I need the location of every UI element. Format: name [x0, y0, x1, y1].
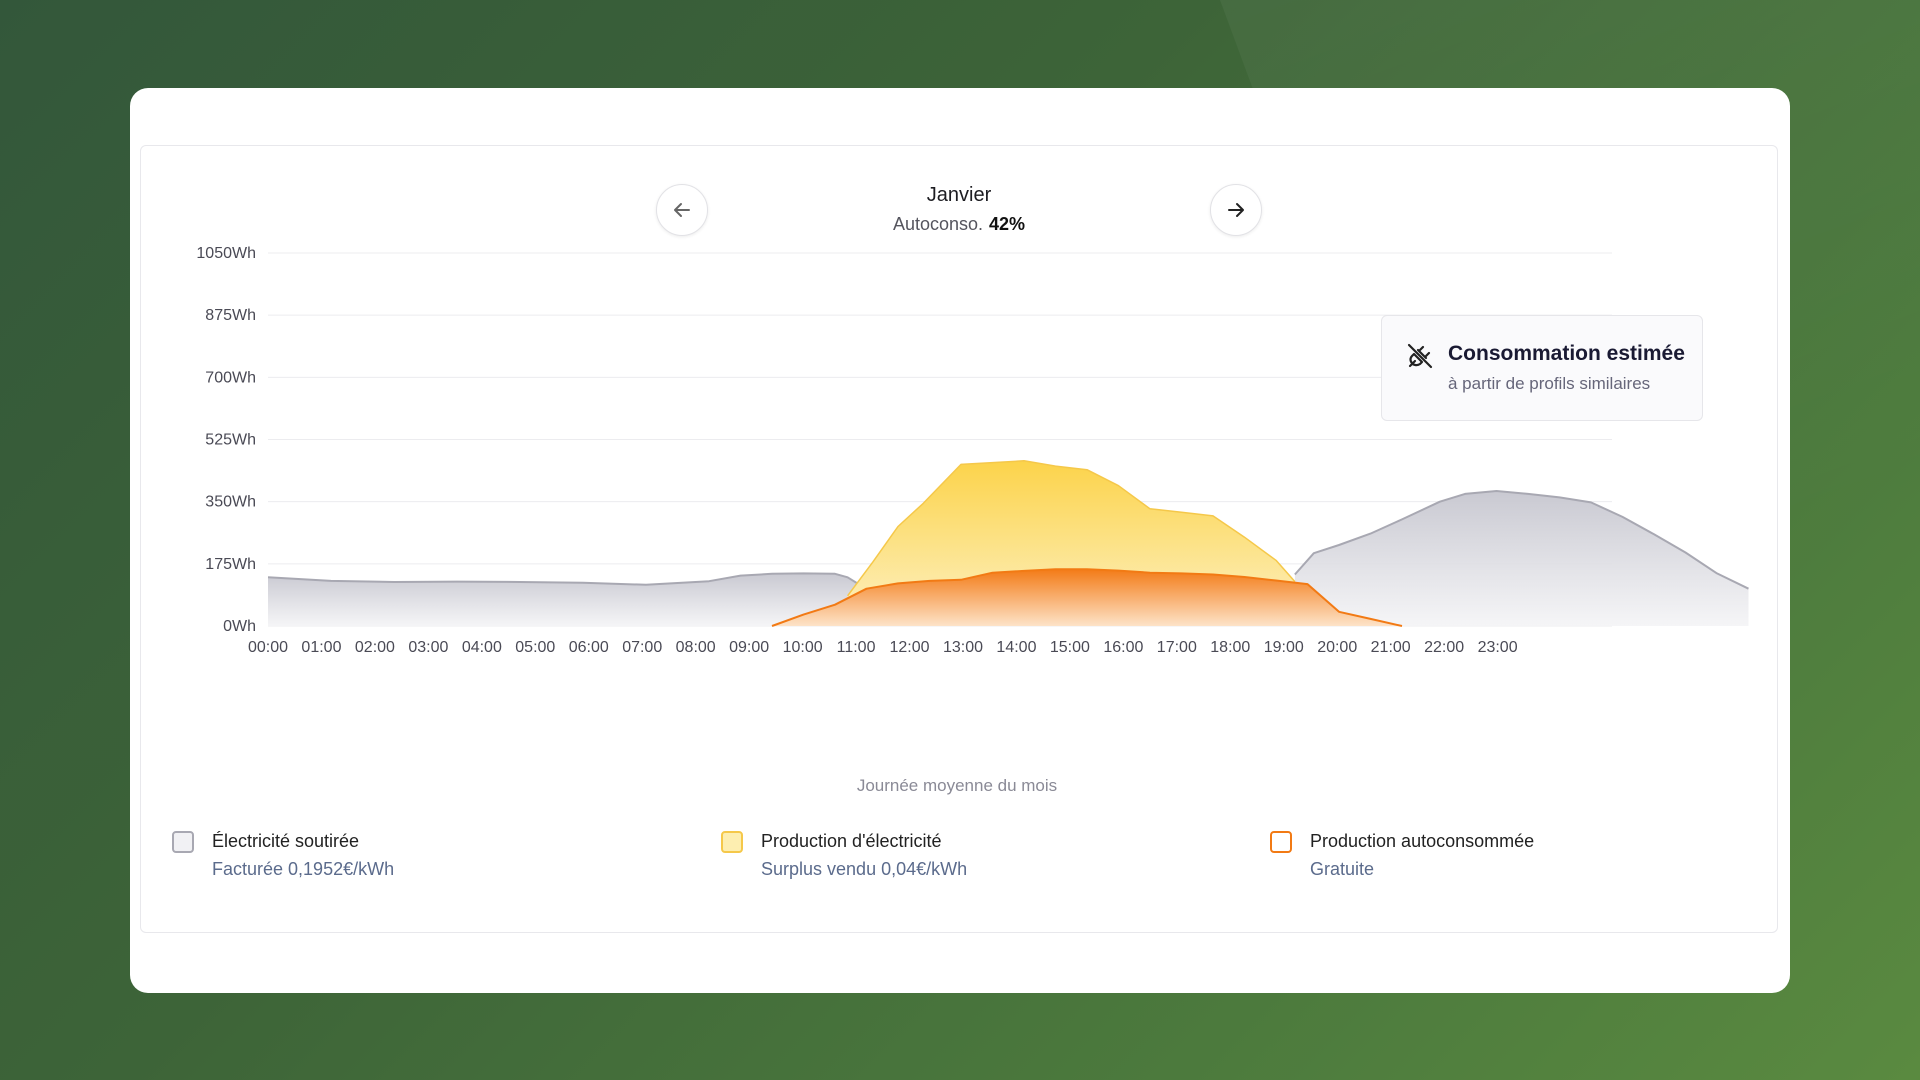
legend-swatch-soutiree [172, 831, 194, 853]
estimate-subtitle: à partir de profils similaires [1448, 374, 1651, 393]
x-tick-label: 07:00 [622, 639, 662, 656]
x-tick-label: 15:00 [1050, 639, 1090, 656]
x-tick-label: 13:00 [943, 639, 983, 656]
x-tick-label: 20:00 [1317, 639, 1357, 656]
autoconso-value: 42% [989, 214, 1026, 234]
y-tick-label: 525Wh [205, 432, 256, 449]
legend-item-autoconsommee: Production autoconsommée Gratuite [1270, 831, 1690, 891]
legend-swatch-production [721, 831, 743, 853]
soutiree-series-morning-area [268, 573, 861, 626]
y-tick-label: 0Wh [223, 618, 256, 635]
x-tick-label: 03:00 [408, 639, 448, 656]
x-tick-label: 16:00 [1103, 639, 1143, 656]
x-tick-label: 09:00 [729, 639, 769, 656]
x-tick-label: 12:00 [890, 639, 930, 656]
autoconsommee-series-line [771, 568, 1403, 627]
x-tick-label: 21:00 [1371, 639, 1411, 656]
legend-item-production: Production d'électricité Surplus vendu 0… [721, 831, 1141, 891]
next-month-button[interactable] [1210, 184, 1262, 236]
soutiree-series-morning-line [267, 572, 861, 586]
x-tick-label: 05:00 [515, 639, 555, 656]
x-tick-label: 23:00 [1478, 639, 1518, 656]
chart-card: Janvier Autoconso. 42% [140, 145, 1778, 933]
autoconso-rate: Autoconso. 42% [141, 214, 1777, 235]
legend-label: Production d'électricité [761, 831, 942, 851]
x-tick-label: 14:00 [996, 639, 1036, 656]
legend-label: Électricité soutirée [212, 831, 360, 851]
x-tick-label: 22:00 [1424, 639, 1464, 656]
y-tick-label: 875Wh [205, 307, 256, 324]
legend-label: Production autoconsommée [1310, 831, 1535, 851]
prev-month-button[interactable] [656, 184, 708, 236]
production-series-line [846, 460, 1296, 597]
x-tick-label: 18:00 [1210, 639, 1250, 656]
legend-sublabel: Surplus vendu 0,04€/kWh [761, 859, 968, 879]
arrow-right-icon [1228, 203, 1244, 217]
x-tick-label: 04:00 [462, 639, 502, 656]
y-tick-label: 175Wh [205, 556, 256, 573]
soutiree-series-evening-area [1294, 491, 1749, 626]
x-axis-label: Journée moyenne du mois [857, 776, 1057, 795]
plug-off-icon [1407, 343, 1433, 369]
month-title: Janvier [926, 184, 992, 206]
y-tick-label: 1050Wh [196, 245, 256, 262]
x-tick-label: 01:00 [301, 639, 341, 656]
energy-chart: 0Wh 175Wh 350Wh 525Wh 700Wh 875Wh 1050Wh 00:00 0… [196, 245, 1749, 795]
x-tick-label: 00:00 [248, 639, 288, 656]
arrow-left-icon [674, 203, 690, 217]
app-window: Janvier Autoconso. 42% [130, 88, 1790, 993]
autoconso-label: Autoconso. [892, 214, 984, 234]
legend-item-soutiree: Électricité soutirée Facturée 0,1952€/kW… [172, 831, 592, 891]
legend-swatch-autoconsommee [1270, 831, 1292, 853]
x-tick-label: 19:00 [1264, 639, 1304, 656]
legend-sublabel: Gratuite [1310, 859, 1375, 879]
x-tick-label: 06:00 [569, 639, 609, 656]
x-tick-label: 11:00 [837, 639, 876, 656]
autoconsommee-series-area [772, 569, 1402, 626]
estimate-title: Consommation estimée [1448, 342, 1685, 365]
y-tick-label: 700Wh [205, 369, 256, 386]
y-tick-label: 350Wh [205, 494, 256, 511]
x-tick-label: 17:00 [1157, 639, 1197, 656]
x-tick-label: 10:00 [783, 639, 823, 656]
soutiree-series-evening-line [1294, 490, 1749, 590]
x-tick-label: 02:00 [355, 639, 395, 656]
legend-sublabel: Facturée 0,1952€/kWh [212, 859, 395, 879]
estimated-consumption-box: Consommation estimée à partir de profils… [1381, 315, 1703, 421]
x-tick-label: 08:00 [676, 639, 716, 656]
